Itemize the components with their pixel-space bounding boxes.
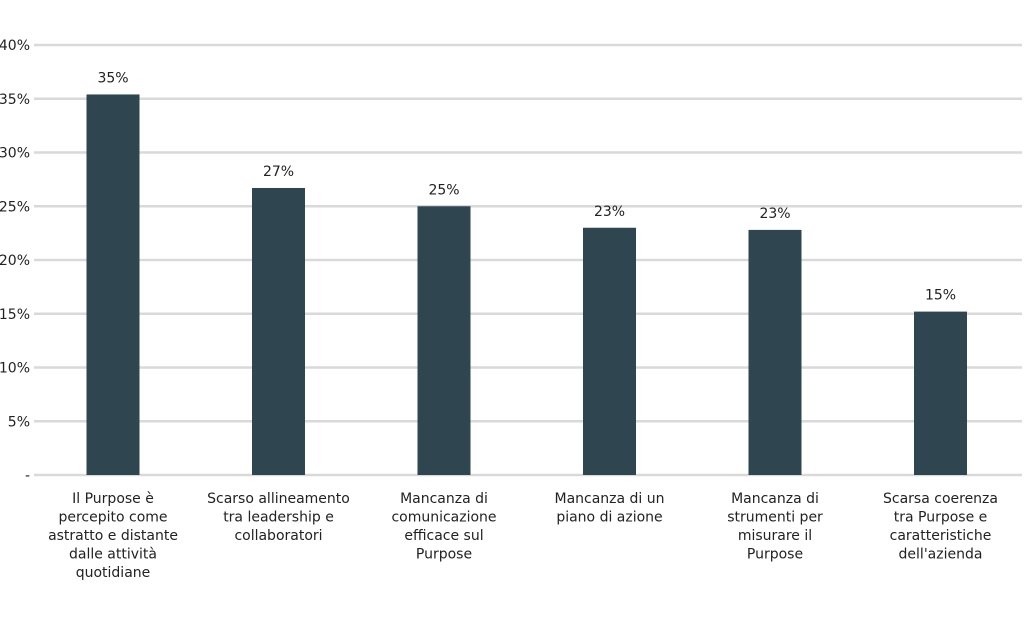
bar — [252, 187, 305, 475]
data-label: 23% — [594, 204, 625, 220]
data-label: 25% — [428, 182, 459, 198]
category-label: Scarsa coerenza tra Purpose e caratteristi… — [883, 491, 998, 563]
bar — [914, 311, 967, 475]
category-label-line: piano di azione — [556, 510, 662, 526]
y-tick-label: 20% — [0, 253, 30, 269]
bar — [417, 206, 471, 475]
category-label-line: collaboratori — [234, 528, 322, 544]
category-label-line: Scarso allineamento — [207, 491, 350, 507]
category-label-line: Scarsa coerenza — [883, 491, 998, 507]
data-label: 27% — [263, 164, 294, 180]
y-tick-label: 15% — [0, 307, 30, 323]
y-tick-label: 5% — [8, 414, 30, 430]
category-label-line: Mancanza di — [731, 491, 819, 507]
category-label-line: Purpose — [747, 547, 803, 563]
category-label-line: efficace sul — [404, 528, 483, 544]
data-labels: 35% 27% 25% 23% 23% 15% — [97, 70, 956, 303]
y-tick-label: 10% — [0, 361, 30, 377]
y-tick-label: 35% — [0, 92, 30, 108]
category-label-line: tra Purpose e — [894, 510, 988, 526]
category-label-line: caratteristiche — [890, 528, 992, 544]
category-label: Mancanza di comunicazione efficace sul Purp… — [391, 491, 496, 563]
bar — [748, 229, 802, 475]
category-label: Mancanza di strumenti per misurare il Purpo… — [727, 491, 823, 563]
data-label: 35% — [97, 70, 128, 86]
category-label-line: Il Purpose è — [72, 491, 154, 507]
bars — [86, 94, 967, 475]
y-tick-label: 25% — [0, 199, 30, 215]
y-tick-label: - — [25, 468, 30, 484]
data-label: 23% — [759, 206, 790, 222]
category-label-line: strumenti per — [727, 510, 823, 526]
data-label: 15% — [925, 288, 956, 304]
category-label: Mancanza di un piano di azione — [554, 491, 664, 526]
y-axis-ticks: - 5% 10% 15% 20% 25% 30% 35% 40% — [0, 38, 30, 484]
category-label: Il Purpose è percepito come astratto e dis… — [48, 491, 178, 581]
category-label-line: quotidiane — [76, 565, 151, 581]
bar — [86, 94, 140, 475]
category-label-line: tra leadership e — [223, 510, 334, 526]
category-label-line: percepito come — [58, 510, 167, 526]
category-label-line: comunicazione — [391, 510, 496, 526]
bar — [583, 227, 636, 475]
category-label-line: Mancanza di — [400, 491, 488, 507]
y-tick-label: 40% — [0, 38, 30, 54]
category-label-line: Mancanza di un — [554, 491, 664, 507]
category-label-line: dell'azienda — [899, 547, 983, 563]
category-labels: Il Purpose è percepito come astratto e dis… — [48, 491, 998, 581]
category-label-line: Purpose — [416, 547, 472, 563]
gridlines — [34, 43, 1022, 477]
category-label-line: dalle attività — [69, 547, 157, 563]
category-label-line: astratto e distante — [48, 528, 178, 544]
y-tick-label: 30% — [0, 146, 30, 162]
category-label: Scarso allineamento tra leadership e colla… — [207, 491, 350, 544]
category-label-line: misurare il — [738, 528, 812, 544]
